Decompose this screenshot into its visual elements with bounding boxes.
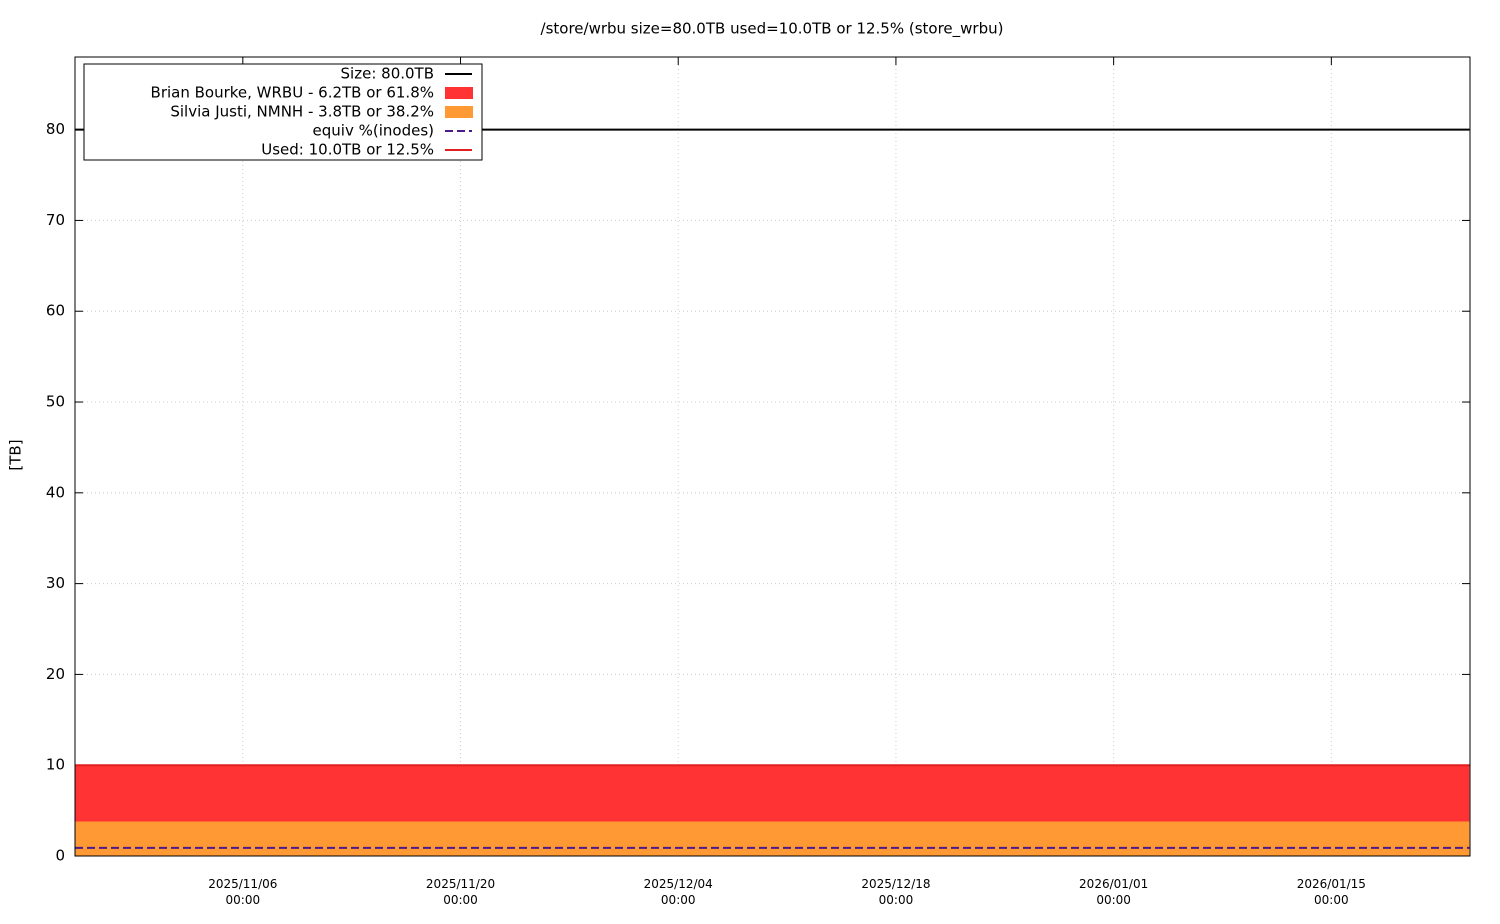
x-tick-label: 2025/12/04 00:00 <box>644 877 713 907</box>
y-tick-label: 50 <box>46 393 65 411</box>
legend-swatch <box>445 87 473 99</box>
y-axis-label: [TB] <box>7 439 25 470</box>
legend-label: Brian Bourke, WRBU - 6.2TB or 61.8% <box>151 84 434 102</box>
plot-frame <box>74 56 1471 857</box>
x-tick-label: 2026/01/01 00:00 <box>1079 877 1148 907</box>
y-tick-label: 40 <box>46 483 65 501</box>
legend-box <box>83 63 483 161</box>
y-tick-label: 60 <box>46 302 65 320</box>
legend-label: Silvia Justi, NMNH - 3.8TB or 38.2% <box>170 103 434 121</box>
y-tick-label: 10 <box>46 756 65 774</box>
x-tick-label: 2026/01/15 00:00 <box>1297 877 1366 907</box>
y-tick-label: 30 <box>46 574 65 592</box>
area <box>75 821 1470 856</box>
legend-label: equiv %(inodes) <box>313 122 434 140</box>
chart-title: /store/wrbu size=80.0TB used=10.0TB or 1… <box>541 20 1004 39</box>
y-tick-label: 80 <box>46 120 65 138</box>
x-tick-label: 2025/12/18 00:00 <box>861 877 930 907</box>
x-tick-label: 2025/11/20 00:00 <box>426 877 495 907</box>
area <box>75 765 1470 822</box>
x-tick-label: 2025/11/06 00:00 <box>208 877 277 907</box>
legend-label: Size: 80.0TB <box>341 65 434 83</box>
legend-swatch <box>445 106 473 118</box>
y-tick-label: 20 <box>46 665 65 683</box>
legend-label: Used: 10.0TB or 12.5% <box>261 141 434 159</box>
y-tick-label: 70 <box>46 211 65 229</box>
y-tick-label: 0 <box>55 847 65 865</box>
